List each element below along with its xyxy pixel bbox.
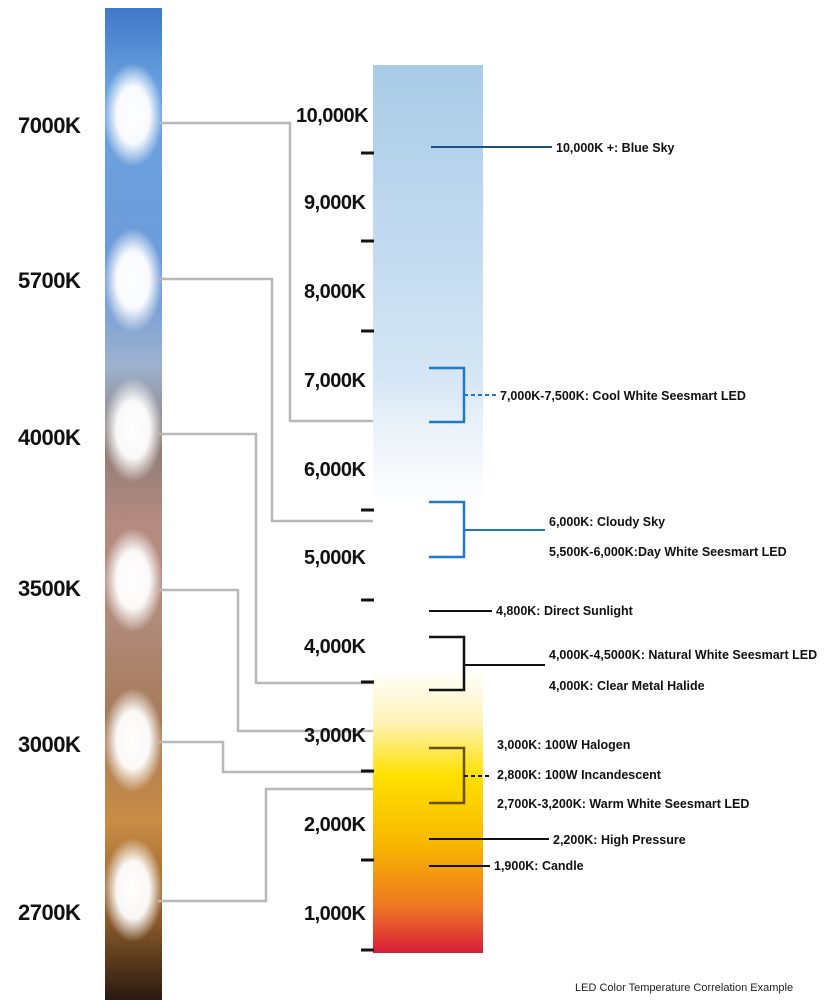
temperature-scale-bar <box>373 65 483 953</box>
strip-labels: 7000K 5700K 4000K 3500K 3000K 2700K <box>18 113 81 925</box>
connector-lines <box>158 121 378 903</box>
scale-label-10000k: 10,000K <box>296 105 369 127</box>
scale-label-4000k: 4,000K <box>304 636 367 658</box>
led-strip <box>103 8 163 1000</box>
strip-label-2700k: 2700K <box>18 900 81 925</box>
connector-7000k <box>158 121 378 423</box>
annotation-high-pressure: 2,200K: High Pressure <box>553 833 686 847</box>
annotation-incandescent: 2,800K: 100W Incandescent <box>497 768 662 782</box>
scale-label-2000k: 2,000K <box>304 814 367 836</box>
connector-4000k <box>158 432 378 685</box>
annotation-day-white: 5,500K-6,000K:Day White Seesmart LED <box>549 545 787 559</box>
annotations: 10,000K +: Blue Sky 7,000K-7,500K: Cool … <box>494 141 817 873</box>
led-glow-7000k <box>103 63 163 167</box>
diagram-caption: LED Color Temperature Correlation Exampl… <box>575 982 793 994</box>
scale-label-9000k: 9,000K <box>304 192 367 214</box>
annotation-candle: 1,900K: Candle <box>494 859 584 873</box>
strip-label-4000k: 4000K <box>18 425 81 450</box>
connector-5700k <box>158 277 378 523</box>
scale-ticks <box>361 151 374 952</box>
strip-label-7000k: 7000K <box>18 113 81 138</box>
annotation-direct-sunlight: 4,800K: Direct Sunlight <box>496 604 634 618</box>
strip-label-3500k: 3500K <box>18 576 81 601</box>
annotation-warm-white: 2,700K-3,200K: Warm White Seesmart LED <box>497 797 749 811</box>
scale-label-3000k: 3,000K <box>304 725 367 747</box>
scale-label-7000k: 7,000K <box>304 370 367 392</box>
strip-label-3000k: 3000K <box>18 732 81 757</box>
led-glow-3000k <box>103 688 163 792</box>
scale-label-8000k: 8,000K <box>304 281 367 303</box>
scale-label-5000k: 5,000K <box>304 547 367 569</box>
bracket-natural-white <box>429 635 466 692</box>
annotation-cloudy-sky: 6,000K: Cloudy Sky <box>549 515 665 529</box>
led-glow-4000k <box>103 378 163 482</box>
annotation-cool-white: 7,000K-7,500K: Cool White Seesmart LED <box>500 389 746 403</box>
scale-labels: 10,000K 9,000K 8,000K 7,000K 6,000K 5,00… <box>296 105 370 925</box>
connector-3000k <box>158 740 378 774</box>
annotation-halogen: 3,000K: 100W Halogen <box>497 738 630 752</box>
annotation-lines <box>429 146 552 867</box>
annotation-blue-sky: 10,000K +: Blue Sky <box>556 141 675 155</box>
connector-3500k <box>158 588 378 733</box>
annotation-natural-white: 4,000K-4,5000K: Natural White Seesmart L… <box>549 648 817 662</box>
led-strip-body <box>105 8 162 1000</box>
scale-label-1000k: 1,000K <box>304 903 367 925</box>
annotation-clear-metal-halide: 4,000K: Clear Metal Halide <box>549 679 705 693</box>
strip-label-5700k: 5700K <box>18 268 81 293</box>
led-glow-2700k <box>103 838 163 942</box>
connector-2700k <box>158 787 378 903</box>
led-glow-3500k <box>103 528 163 632</box>
scale-label-6000k: 6,000K <box>304 459 367 481</box>
led-glow-5700k <box>103 228 163 332</box>
